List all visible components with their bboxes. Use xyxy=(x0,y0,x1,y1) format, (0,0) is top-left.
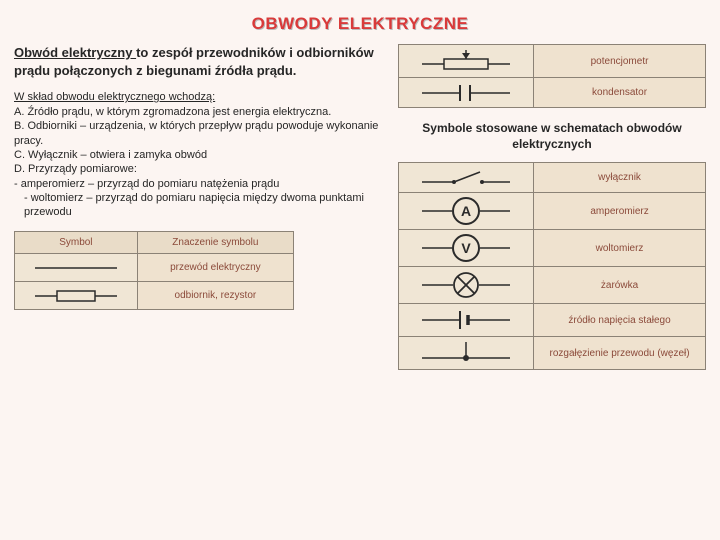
symbol-label: źródło napięcia stałego xyxy=(534,304,706,337)
ammeter-icon: A xyxy=(416,196,516,226)
symbol-label: potencjometr xyxy=(534,45,706,78)
table-row: żarówka xyxy=(399,267,706,304)
left-symbol-table: Symbol Znaczenie symbolu przewód elektry… xyxy=(14,231,294,310)
svg-text:V: V xyxy=(461,240,471,256)
symbol-label: żarówka xyxy=(534,267,706,304)
right-column: potencjometr kondensator Symbole stosowa… xyxy=(398,44,706,370)
left-column: Obwód elektryczny to zespół przewodników… xyxy=(14,44,380,370)
symbol-label: kondensator xyxy=(534,78,706,108)
symbol-label: odbiornik, rezystor xyxy=(137,282,293,310)
voltmeter-icon: V xyxy=(416,233,516,263)
page-title: OBWODY ELEKTRYCZNE xyxy=(0,0,720,44)
component-d1: - amperomierz – przyrząd do pomiaru natę… xyxy=(14,177,380,191)
table-row: przewód elektryczny xyxy=(15,254,294,282)
branch-icon xyxy=(416,340,516,366)
table-row: potencjometr xyxy=(399,45,706,78)
component-c: C. Wyłącznik – otwiera i zamyka obwód xyxy=(14,148,380,162)
component-a: A. Źródło prądu, w którym zgromadzona je… xyxy=(14,105,380,119)
capacitor-icon xyxy=(416,82,516,104)
bulb-icon xyxy=(416,270,516,300)
symbol-label: rozgałęzienie przewodu (węzeł) xyxy=(534,337,706,370)
component-b: B. Odbiorniki – urządzenia, w których pr… xyxy=(14,119,380,148)
symbol-label: przewód elektryczny xyxy=(137,254,293,282)
switch-icon xyxy=(416,167,516,189)
potentiometer-icon xyxy=(416,48,516,74)
left-table-h1: Symbol xyxy=(15,232,138,254)
definition-term: Obwód elektryczny xyxy=(14,45,136,60)
table-row: V woltomierz xyxy=(399,230,706,267)
definition: Obwód elektryczny to zespół przewodników… xyxy=(14,44,380,79)
component-d2: - woltomierz – przyrząd do pomiaru napię… xyxy=(14,191,380,220)
left-table-h2: Znaczenie symbolu xyxy=(137,232,293,254)
table-row: A amperomierz xyxy=(399,193,706,230)
table-row: wyłącznik xyxy=(399,163,706,193)
symbol-label: amperomierz xyxy=(534,193,706,230)
right-top-table: potencjometr kondensator xyxy=(398,44,706,108)
table-row: kondensator xyxy=(399,78,706,108)
table-row: źródło napięcia stałego xyxy=(399,304,706,337)
component-d: D. Przyrządy pomiarowe: xyxy=(14,162,380,176)
table-row: odbiornik, rezystor xyxy=(15,282,294,310)
dc-source-icon xyxy=(416,307,516,333)
subtitle: Symbole stosowane w schematach obwodów e… xyxy=(398,120,706,152)
resistor-icon xyxy=(31,286,121,306)
symbol-label: wyłącznik xyxy=(534,163,706,193)
components-heading: W skład obwodu elektrycznego wchodzą: xyxy=(14,91,380,103)
svg-text:A: A xyxy=(461,203,471,219)
table-row: rozgałęzienie przewodu (węzeł) xyxy=(399,337,706,370)
symbol-label: woltomierz xyxy=(534,230,706,267)
wire-icon xyxy=(31,260,121,276)
right-bottom-table: wyłącznik A amperomierz V woltomierz żar… xyxy=(398,162,706,370)
